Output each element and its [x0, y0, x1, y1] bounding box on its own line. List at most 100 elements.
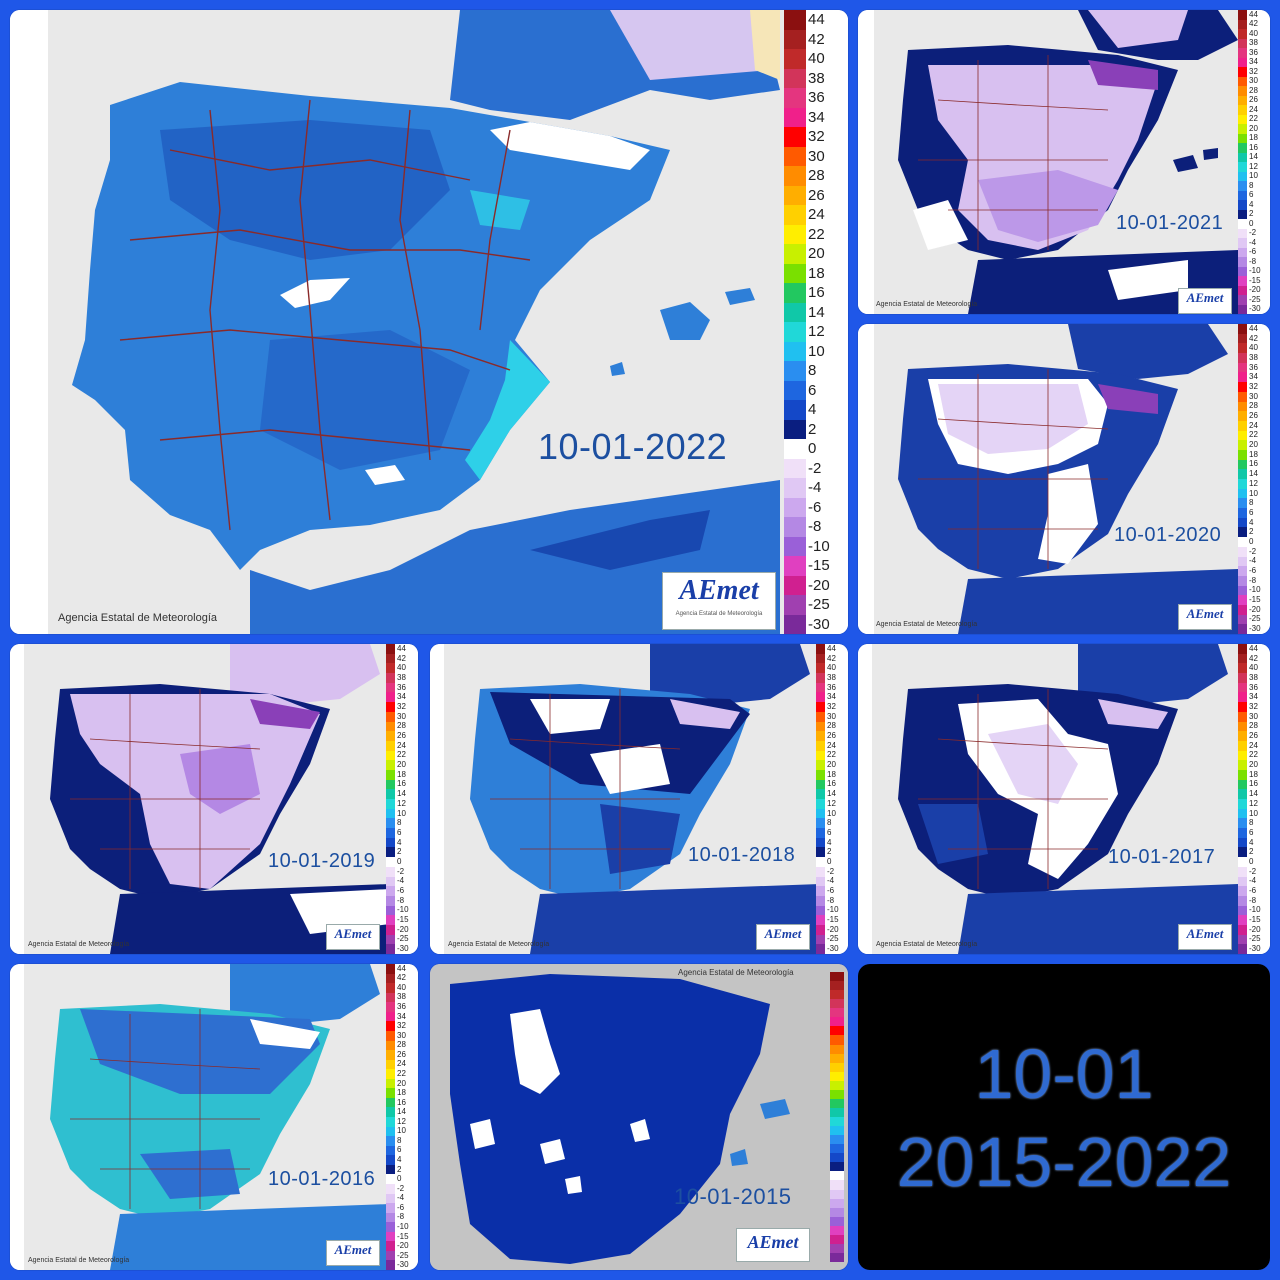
- legend-label: 2: [1249, 847, 1254, 857]
- map-date-label: 10-01-2020: [1114, 524, 1222, 546]
- legend-step: 44: [386, 964, 418, 974]
- legend-label: 38: [1249, 352, 1258, 362]
- legend-label: -8: [808, 518, 822, 536]
- legend-label: 42: [1249, 19, 1258, 29]
- legend-swatch: [1238, 209, 1247, 219]
- legend-label: 30: [397, 1030, 406, 1040]
- legend-step: 24: [386, 740, 418, 751]
- legend-swatch: [1238, 171, 1247, 181]
- legend-step: 16: [386, 1097, 418, 1108]
- legend-step: -10: [784, 536, 848, 556]
- legend-swatch: [1238, 644, 1247, 654]
- legend-swatch: [830, 1243, 844, 1253]
- legend-label: 42: [397, 973, 406, 983]
- aemet-logo-text: AEmet: [764, 926, 802, 941]
- legend-step: 12: [1238, 799, 1270, 809]
- legend-label: -2: [1249, 228, 1257, 238]
- credit-text: Agencia Estatal de Meteorología: [58, 612, 217, 624]
- legend-swatch: [386, 1030, 395, 1041]
- legend-step: -30: [1238, 944, 1270, 954]
- legend-swatch: [830, 1189, 844, 1199]
- legend-label: 4: [397, 1155, 402, 1165]
- legend-swatch: [784, 302, 806, 322]
- map-date-label: 10-01-2022: [538, 426, 728, 467]
- legend-step: 26: [1238, 731, 1270, 741]
- legend-label: 18: [808, 264, 825, 282]
- legend-swatch: [1238, 595, 1247, 605]
- legend-swatch: [1238, 469, 1247, 479]
- legend-swatch: [386, 1241, 395, 1251]
- legend-swatch: [1238, 663, 1247, 674]
- legend-step: 16: [1238, 143, 1270, 153]
- legend-step: 12: [386, 799, 418, 809]
- legend-swatch: [830, 1126, 844, 1136]
- legend-swatch: [1238, 702, 1247, 712]
- legend-step: 24: [1238, 740, 1270, 751]
- legend-label: 40: [808, 50, 825, 68]
- legend-step: -2: [1238, 546, 1270, 557]
- legend-label: 34: [397, 692, 406, 702]
- legend-swatch: [386, 1136, 395, 1146]
- legend-step: -30: [784, 614, 848, 634]
- legend-label: 12: [1249, 161, 1258, 171]
- legend-swatch: [830, 1216, 844, 1226]
- legend-label: 2: [1249, 209, 1254, 219]
- legend-swatch: [386, 964, 395, 974]
- legend-swatch: [784, 49, 806, 69]
- legend-label: 32: [1249, 66, 1258, 76]
- legend-step: -20: [1238, 924, 1270, 935]
- legend-swatch: [1238, 114, 1247, 124]
- legend-label: -6: [827, 886, 835, 896]
- legend-swatch: [784, 263, 806, 283]
- legend-label: -4: [827, 876, 835, 886]
- legend-label: 6: [808, 381, 817, 399]
- legend-swatch: [784, 341, 806, 361]
- credit-text: Agencia Estatal de Meteorología: [448, 941, 550, 948]
- legend-swatch: [1238, 924, 1247, 935]
- legend-label: 30: [397, 711, 406, 721]
- legend-swatch: [784, 458, 806, 478]
- legend-swatch: [386, 905, 395, 916]
- legend-label: 34: [1249, 372, 1258, 382]
- legend-step: 30: [386, 711, 418, 722]
- credit-text: Agencia Estatal de Meteorología: [28, 941, 130, 948]
- legend-step: 6: [1238, 508, 1270, 518]
- legend-swatch: [816, 847, 825, 858]
- legend-swatch: [1238, 449, 1247, 460]
- credit-text: Agencia Estatal de Meteorología: [28, 1257, 130, 1264]
- legend-swatch: [816, 769, 825, 780]
- legend-label: 8: [808, 362, 817, 380]
- legend-label: -25: [397, 1250, 409, 1260]
- legend-swatch: [1238, 459, 1247, 470]
- legend-swatch: [1238, 789, 1247, 799]
- legend-step: -6: [1238, 247, 1270, 257]
- legend-swatch: [1238, 143, 1247, 153]
- legend-step: 24: [816, 740, 848, 751]
- legend-swatch: [816, 895, 825, 906]
- legend-step: 8: [784, 361, 848, 381]
- legend-step: 40: [1238, 663, 1270, 674]
- legend-step: [830, 1044, 844, 1054]
- legend-swatch: [830, 1153, 844, 1163]
- legend-label: 8: [827, 818, 832, 828]
- aemet-logo-text: AEmet: [747, 1232, 799, 1252]
- legend-swatch: [386, 1069, 395, 1079]
- legend-swatch: [386, 1107, 395, 1117]
- legend-swatch: [784, 244, 806, 264]
- legend-swatch: [1238, 57, 1247, 67]
- legend-swatch: [816, 731, 825, 741]
- legend-swatch: [386, 1164, 395, 1175]
- legend-swatch: [816, 760, 825, 770]
- legend-swatch: [386, 1155, 395, 1165]
- legend-swatch: [386, 644, 395, 654]
- legend-label: 18: [1249, 133, 1258, 143]
- title-years: 2015-2022: [896, 1123, 1232, 1201]
- legend-label: 6: [397, 1145, 402, 1155]
- legend-swatch: [386, 1174, 395, 1184]
- legend-swatch: [386, 740, 395, 751]
- legend-swatch: [386, 1011, 395, 1022]
- legend-label: -10: [397, 1221, 409, 1231]
- legend-label: 26: [1249, 411, 1258, 421]
- legend-step: 44: [784, 10, 848, 30]
- legend-swatch: [830, 1044, 844, 1054]
